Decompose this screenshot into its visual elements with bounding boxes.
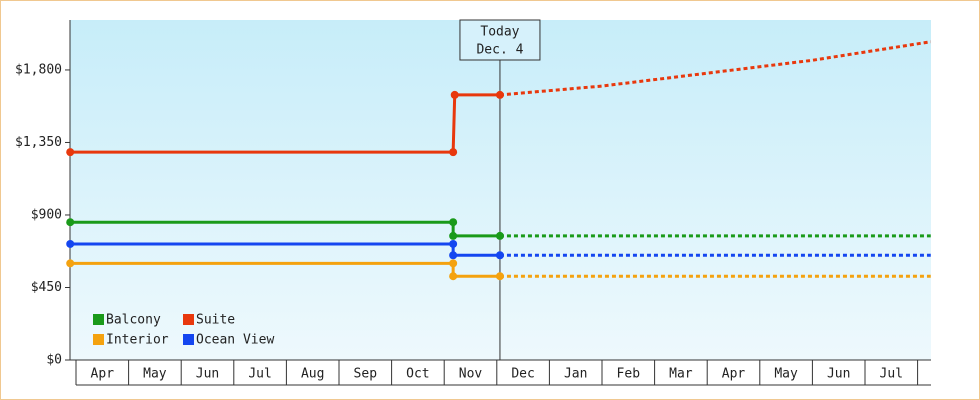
series-line <box>70 242 500 257</box>
series-line <box>70 220 500 238</box>
today-box <box>459 19 541 61</box>
y-tick-label: $900 <box>31 207 62 222</box>
data-point <box>66 218 75 227</box>
x-tick-label: Jul <box>248 367 271 382</box>
x-tick-label: Jul <box>880 367 903 382</box>
x-tick-label: May <box>143 367 167 382</box>
series-line <box>70 93 500 154</box>
y-tick-label: $1,350 <box>15 135 62 150</box>
x-tick-label: May <box>774 367 798 382</box>
data-point <box>495 272 504 281</box>
data-point <box>495 231 504 240</box>
data-point <box>449 239 458 248</box>
data-point <box>66 259 75 268</box>
data-point <box>450 90 459 99</box>
legend-label: Suite <box>196 313 235 328</box>
plot-area <box>70 20 931 360</box>
data-point <box>449 272 458 281</box>
x-tick-label: Apr <box>722 367 746 382</box>
x-tick-label: Oct <box>406 367 429 382</box>
x-tick-label: Jan <box>564 367 587 382</box>
data-point <box>495 251 504 260</box>
y-tick-label: $1,800 <box>15 62 62 77</box>
x-tick-label: Sep <box>354 367 378 382</box>
x-tick-label: Mar <box>669 367 693 382</box>
legend-swatch <box>93 314 104 325</box>
legend-swatch <box>183 314 194 325</box>
x-tick-label: Aug <box>301 367 324 382</box>
today-label: Dec. 4 <box>476 43 523 58</box>
data-point <box>449 251 458 260</box>
data-point <box>495 90 504 99</box>
data-point <box>449 148 458 157</box>
today-label: Today <box>480 25 519 40</box>
data-point <box>449 231 458 240</box>
x-tick-label: Nov <box>459 367 483 382</box>
legend-swatch <box>183 334 194 345</box>
legend-label: Interior <box>106 333 169 348</box>
y-tick-label: $0 <box>46 353 62 368</box>
data-point <box>449 259 458 268</box>
data-point <box>66 148 75 157</box>
x-tick-label: Apr <box>91 367 115 382</box>
x-tick-label: Feb <box>617 367 641 382</box>
x-tick-label: Jun <box>827 367 850 382</box>
series-line <box>70 261 500 278</box>
x-tick-label: Jun <box>196 367 219 382</box>
y-tick-label: $450 <box>31 280 62 295</box>
data-point <box>66 239 75 248</box>
legend-swatch <box>93 334 104 345</box>
legend-label: Balcony <box>106 313 161 328</box>
x-tick-label: Dec <box>511 367 534 382</box>
data-point <box>449 218 458 227</box>
legend-label: Ocean View <box>196 333 274 348</box>
